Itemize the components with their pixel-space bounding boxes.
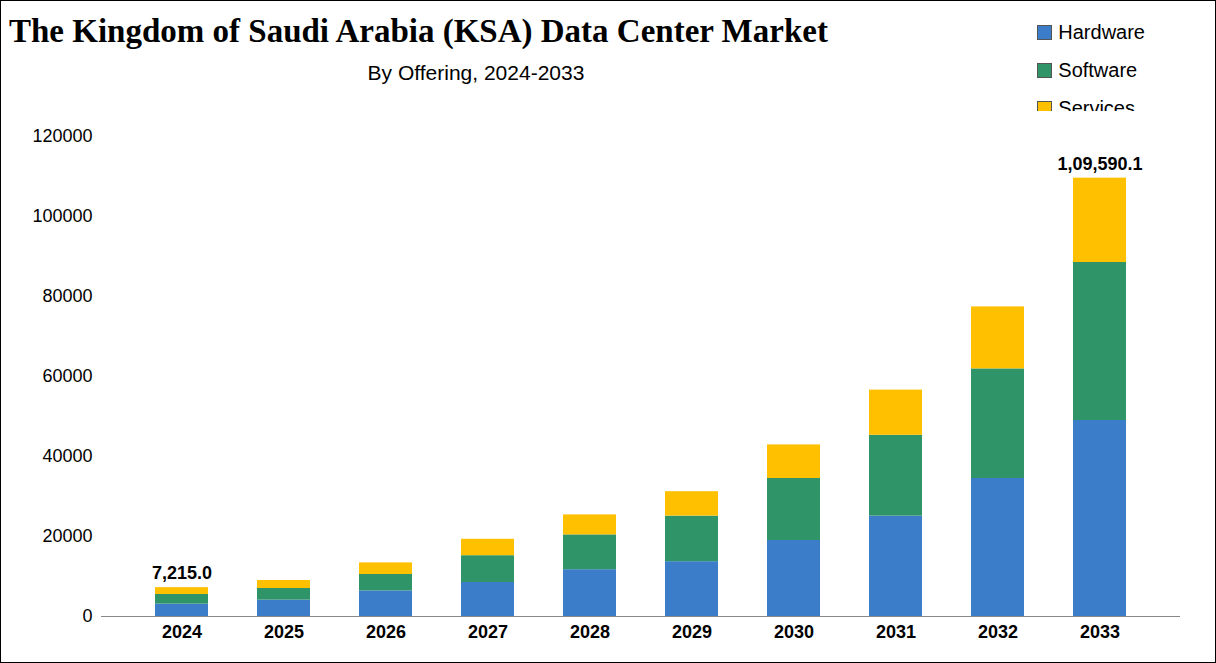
- svg-text:1,09,590.1: 1,09,590.1: [1057, 154, 1142, 174]
- html-text:Services: Services: [1058, 96, 1135, 119]
- svg-text:100000: 100000: [32, 206, 92, 226]
- svg-text:2025: 2025: [264, 622, 304, 642]
- svg-text:60000: 60000: [42, 366, 92, 386]
- html-text:Software: Software: [1058, 58, 1138, 81]
- svg-text:0: 0: [82, 606, 92, 626]
- svg-text:7,215.0: 7,215.0: [152, 563, 212, 583]
- svg-text:2027: 2027: [468, 622, 508, 642]
- svg-text:2031: 2031: [876, 622, 916, 642]
- svg-text:80000: 80000: [42, 286, 92, 306]
- html-text:Hardware: Hardware: [1058, 20, 1145, 43]
- svg-text:2028: 2028: [570, 622, 610, 642]
- svg-text:40000: 40000: [42, 446, 92, 466]
- svg-text:2026: 2026: [366, 622, 406, 642]
- svg-text:2033: 2033: [1080, 622, 1120, 642]
- svg-text:2030: 2030: [774, 622, 814, 642]
- html-text:The Kingdom of Saudi Arabia (K: The Kingdom of Saudi Arabia (KSA) Data C…: [9, 13, 828, 49]
- svg-text:2029: 2029: [672, 622, 712, 642]
- html-text:By Offering, 2024-2033: By Offering, 2024-2033: [367, 61, 585, 84]
- svg-text:20000: 20000: [42, 526, 92, 546]
- svg-text:2024: 2024: [162, 622, 202, 642]
- svg-text:2032: 2032: [978, 622, 1018, 642]
- svg-text:120000: 120000: [32, 126, 92, 146]
